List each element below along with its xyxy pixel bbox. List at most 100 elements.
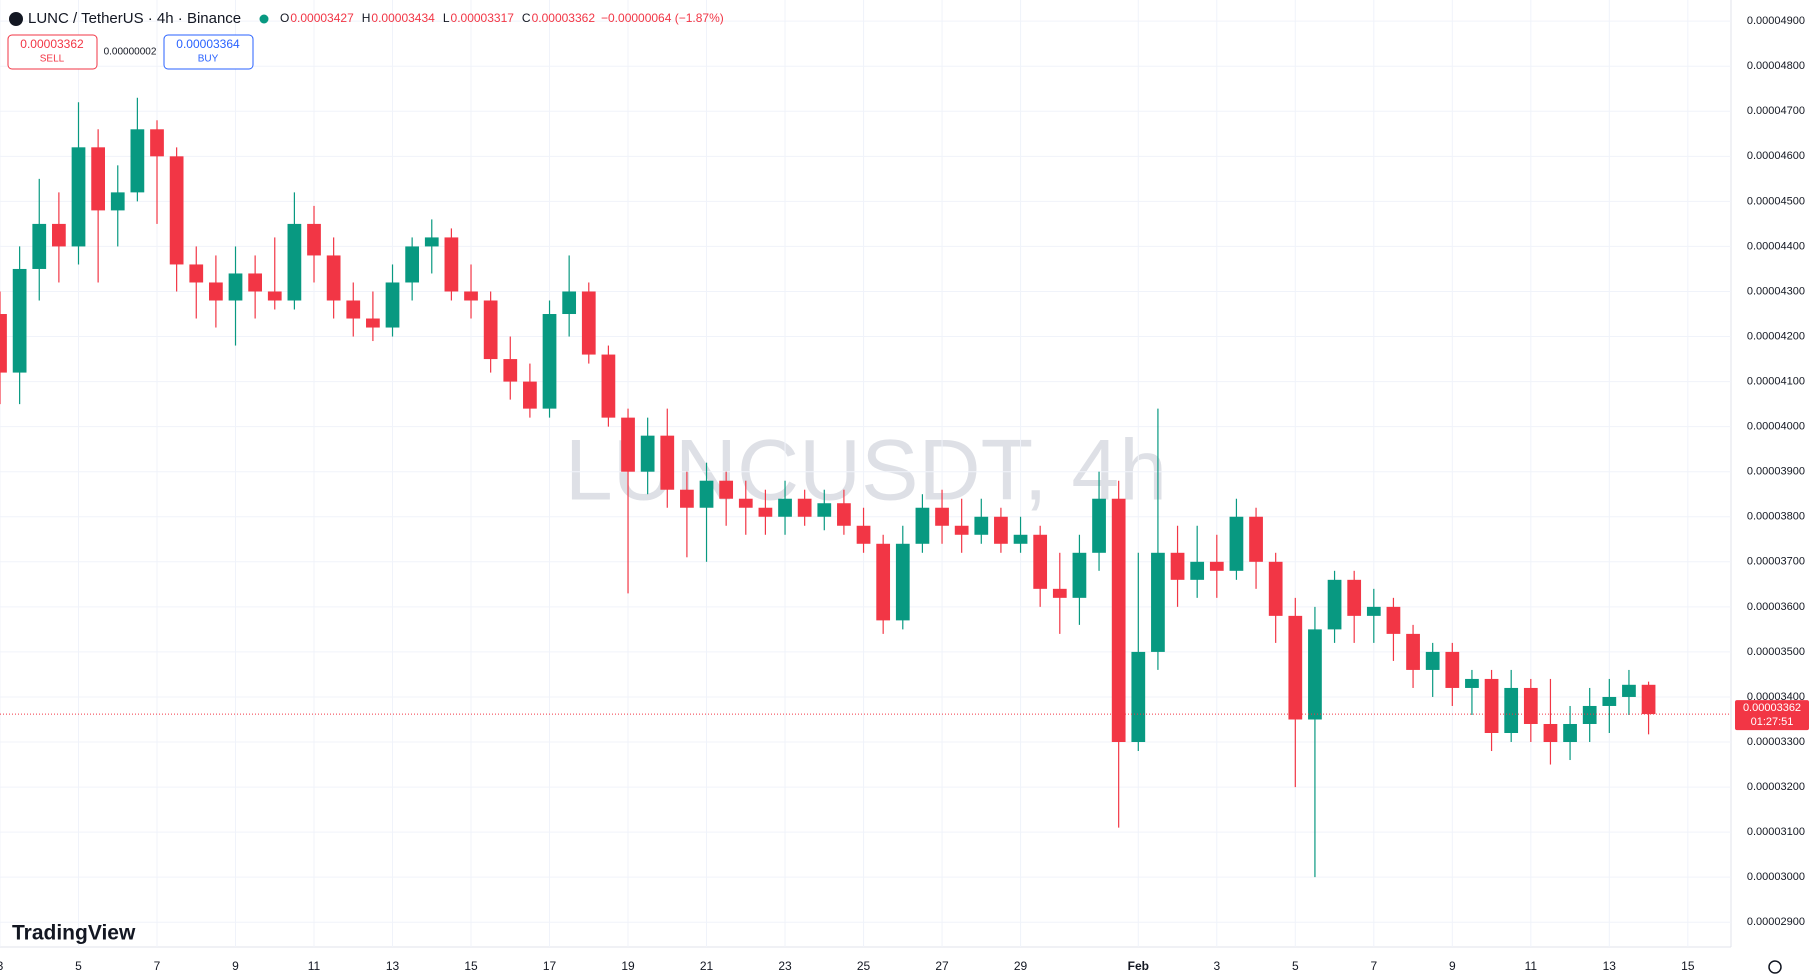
x-tick-label: 13 bbox=[1603, 959, 1617, 973]
candle-body bbox=[248, 273, 263, 292]
candle-body bbox=[719, 480, 734, 499]
candle-body bbox=[444, 237, 459, 292]
candle-body bbox=[150, 129, 164, 157]
ohlc-value: 0.00003427 bbox=[290, 11, 354, 25]
candle-body bbox=[1052, 588, 1067, 598]
x-tick-label: 9 bbox=[232, 959, 239, 973]
candle-body bbox=[895, 543, 910, 621]
candle-body bbox=[1425, 651, 1440, 670]
candle-body bbox=[660, 435, 675, 490]
settings-icon[interactable] bbox=[1768, 960, 1782, 974]
candle-body bbox=[1190, 561, 1205, 580]
y-tick-label: 0.00003000 bbox=[1747, 871, 1805, 883]
sell-price[interactable]: 0.00003362 bbox=[20, 37, 84, 51]
y-tick-label: 0.00004200 bbox=[1747, 330, 1805, 342]
x-tick-label: Feb bbox=[1128, 959, 1149, 973]
x-tick-label: 15 bbox=[1681, 959, 1695, 973]
y-tick-label: 0.00003200 bbox=[1747, 781, 1805, 793]
plot-area bbox=[0, 0, 1731, 947]
candle-body bbox=[1484, 678, 1499, 734]
candle-body bbox=[169, 156, 184, 265]
y-tick-label: 0.00004400 bbox=[1747, 240, 1805, 252]
candle-body bbox=[915, 507, 930, 544]
candle-body bbox=[974, 516, 989, 535]
candle-body bbox=[483, 300, 498, 360]
candle-body bbox=[876, 543, 891, 621]
candle-body bbox=[405, 246, 420, 283]
candle-body bbox=[1602, 696, 1617, 706]
symbol-title[interactable]: LUNC / TetherUS · 4h · Binance bbox=[28, 10, 241, 27]
candle-body bbox=[1033, 534, 1048, 589]
candle-body bbox=[326, 255, 341, 301]
candle-body bbox=[680, 489, 694, 508]
candle-body bbox=[366, 318, 380, 328]
ohlc-value: 0.00003434 bbox=[371, 11, 435, 25]
candle-body bbox=[1327, 579, 1342, 630]
candle-body bbox=[1347, 579, 1362, 616]
candle-body bbox=[1641, 684, 1656, 715]
x-tick-label: 29 bbox=[1014, 959, 1028, 973]
candle-body bbox=[464, 291, 478, 301]
candle-body bbox=[1249, 516, 1263, 562]
candle-body bbox=[1111, 498, 1126, 743]
candle-body bbox=[601, 354, 616, 418]
sell-button[interactable] bbox=[7, 34, 98, 70]
candle-body bbox=[758, 507, 773, 517]
x-tick-label: 3 bbox=[0, 959, 4, 973]
y-tick-label: 0.00004000 bbox=[1747, 421, 1805, 433]
candle-body bbox=[1563, 723, 1577, 743]
candle-body bbox=[32, 223, 47, 269]
x-tick-label: 13 bbox=[386, 959, 400, 973]
sell-label[interactable]: SELL bbox=[40, 54, 65, 65]
price-tag bbox=[1735, 700, 1809, 731]
candle-body bbox=[1209, 561, 1224, 571]
candle-body bbox=[52, 223, 66, 247]
buy-label[interactable]: BUY bbox=[198, 54, 219, 65]
x-tick-label: 19 bbox=[621, 959, 635, 973]
candle-body bbox=[837, 503, 851, 526]
candle-body bbox=[503, 359, 518, 382]
buy-button[interactable] bbox=[163, 34, 254, 70]
candle-body bbox=[1131, 651, 1146, 743]
x-tick-label: 27 bbox=[935, 959, 949, 973]
candle-body bbox=[385, 282, 400, 328]
candle-body bbox=[1465, 678, 1479, 688]
candle-body bbox=[1445, 651, 1460, 688]
candle-body bbox=[1582, 705, 1597, 724]
candle-body bbox=[110, 192, 125, 211]
logo[interactable]: TradingView bbox=[12, 922, 136, 945]
candle-body bbox=[1092, 498, 1106, 553]
x-tick-label: 5 bbox=[75, 959, 82, 973]
y-tick-label: 0.00003400 bbox=[1747, 691, 1805, 703]
y-tick-label: 0.00003600 bbox=[1747, 601, 1805, 613]
candle-body bbox=[71, 147, 86, 247]
candle-body bbox=[935, 507, 949, 526]
y-tick-label: 0.00003100 bbox=[1747, 826, 1805, 838]
x-tick-label: 17 bbox=[543, 959, 557, 973]
candle-body bbox=[307, 223, 321, 256]
x-tick-label: 9 bbox=[1449, 959, 1456, 973]
ohlc-label: O bbox=[280, 11, 289, 25]
candle-body bbox=[581, 291, 596, 355]
price-tag-countdown: 01:27:51 bbox=[1751, 716, 1794, 728]
y-tick-label: 0.00004800 bbox=[1747, 60, 1805, 72]
candle-body bbox=[1072, 552, 1087, 598]
buy-price[interactable]: 0.00003364 bbox=[176, 37, 240, 51]
market-status bbox=[259, 14, 269, 24]
candle-body bbox=[1308, 629, 1322, 720]
candle-body bbox=[209, 282, 223, 301]
candle-body bbox=[778, 498, 792, 517]
candle-body bbox=[856, 525, 871, 544]
ohlc-label: C bbox=[522, 11, 531, 25]
candle-body bbox=[0, 314, 7, 373]
overlay: LUNC / TetherUS · 4h · Binance 0.0000336… bbox=[0, 10, 1809, 974]
ohlc-label: L bbox=[443, 11, 450, 25]
candle-body bbox=[1406, 633, 1420, 670]
y-tick-label: 0.00004500 bbox=[1747, 195, 1805, 207]
symbol-icon[interactable] bbox=[9, 12, 23, 26]
candle-body bbox=[542, 314, 557, 409]
price-tag-value: 0.00003362 bbox=[1743, 702, 1801, 714]
candle-body bbox=[1543, 723, 1558, 743]
candle-body bbox=[91, 147, 105, 211]
